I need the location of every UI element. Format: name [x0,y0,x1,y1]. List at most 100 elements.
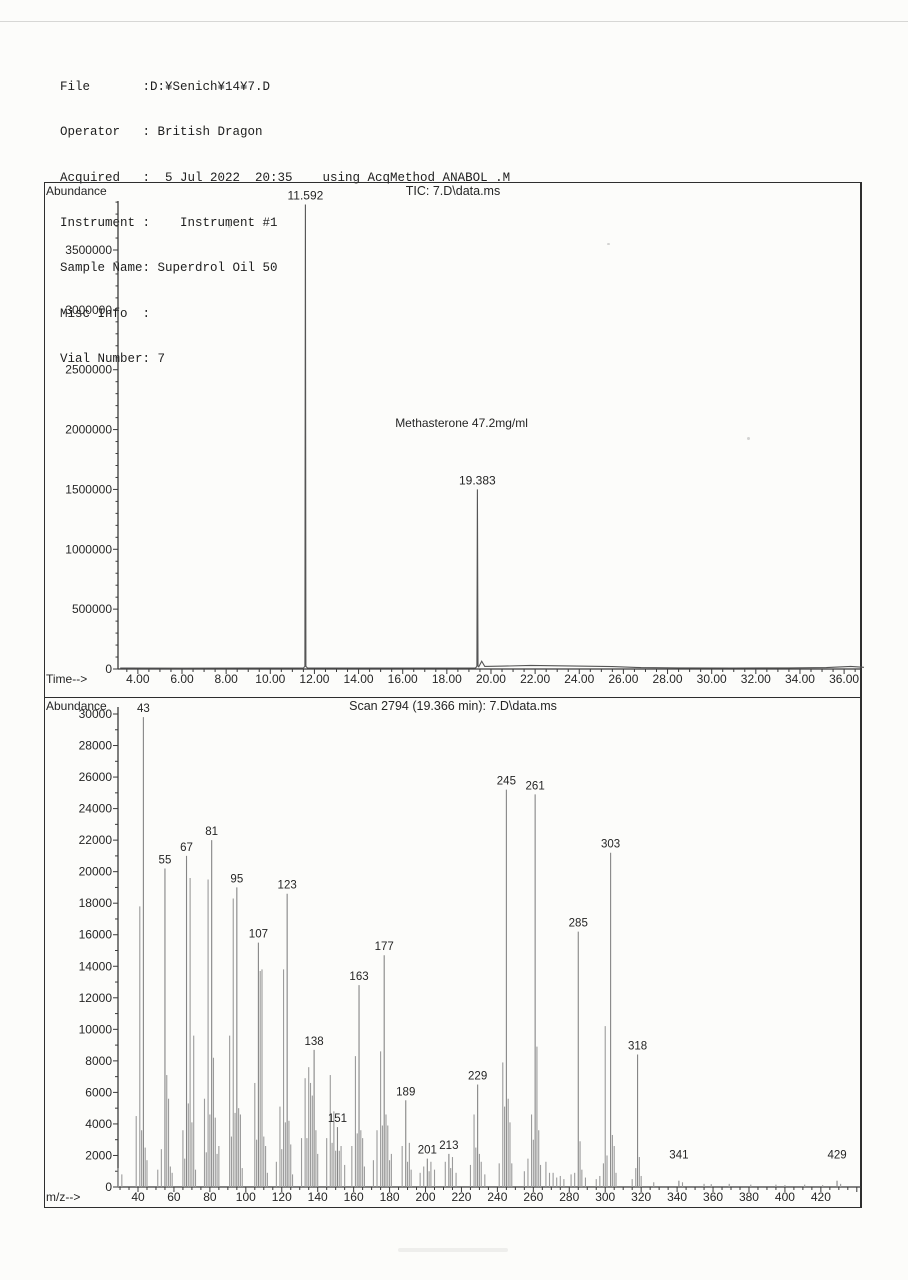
header-line-sample-name: Sample Name: Superdrol Oil 50 [60,261,278,276]
mz-label: 43 [137,703,150,715]
mass-spectrum-chart: 0 2000 4000 6000 8000 10000 12000 14000 16000 180… [44,697,862,1208]
header-line-file: File :D:¥Senich¥14¥7.D [60,80,271,95]
scan-artifact [228,225,231,228]
x-tick-label: 300 [595,1190,615,1204]
x-tick-label: 400 [775,1190,795,1204]
mz-label: 318 [628,1041,647,1053]
scan-artifact [0,21,908,22]
scan-artifact [398,1248,508,1252]
header-line-vial-number: Vial Number: 7 [60,351,166,366]
x-tick-label: 380 [739,1190,759,1204]
mz-label: 303 [601,839,620,851]
y-tick-label: 0 [105,1180,112,1194]
y-tick-label: 0 [105,662,112,676]
x-tick-label: 280 [559,1190,579,1204]
mz-label: 189 [396,1086,415,1098]
y-tick-label: 4000 [85,1117,112,1131]
x-tick-label: 60 [167,1190,181,1204]
y-tick-label: 500000 [72,602,112,616]
mz-label: 341 [669,1149,688,1161]
y-tick-label: 3500000 [65,243,112,257]
mz-label: 261 [526,780,545,792]
retention-time-label: 11.592 [288,189,324,203]
y-tick-label: 6000 [85,1085,112,1099]
mz-label: 201 [418,1145,437,1157]
x-tick-label: 240 [487,1190,507,1204]
mz-label: 151 [328,1113,347,1125]
x-tick-label: 340 [667,1190,687,1204]
x-tick-label: 4.00 [126,672,150,686]
ms-title: Scan 2794 (19.366 min): 7.D\data.ms [349,699,557,713]
x-tick-label: 220 [451,1190,471,1204]
y-tick-label: 24000 [79,802,113,816]
mz-label: 213 [439,1140,458,1152]
x-tick-label: 360 [703,1190,723,1204]
mz-label: 163 [349,971,368,983]
x-tick-label: 18.00 [432,672,462,686]
ms-plot-area: 0 2000 4000 6000 8000 10000 12000 14000 16000 180… [79,703,861,1204]
retention-time-label: 19.383 [459,473,496,487]
y-tick-label: 18000 [79,896,113,910]
mz-label: 95 [230,873,243,885]
x-tick-label: 34.00 [785,672,815,686]
x-tick-label: 30.00 [697,672,727,686]
mz-label: 123 [278,880,297,892]
y-tick-label: 2000000 [65,423,112,437]
x-tick-label: 8.00 [214,672,238,686]
y-tick-label: 14000 [79,959,113,973]
y-tick-label: 1500000 [65,482,112,496]
y-tick-label: 10000 [79,1022,113,1036]
mz-label: 245 [497,776,516,788]
x-tick-label: 10.00 [255,672,285,686]
header-line-operator: Operator : British Dragon [60,125,263,140]
x-tick-label: 200 [416,1190,436,1204]
x-tick-label: 24.00 [564,672,594,686]
mz-label: 107 [249,929,268,941]
mz-label: 81 [205,826,218,838]
y-tick-label: 16000 [79,928,113,942]
mz-label: 285 [569,918,588,930]
x-tick-label: 320 [631,1190,651,1204]
compound-annotation: Methasterone 47.2mg/ml [395,416,528,430]
y-tick-label: 3000000 [65,303,112,317]
tic-title: TIC: 7.D\data.ms [405,184,501,198]
ms-xlabel: m/z--> [46,1190,81,1204]
x-tick-label: 12.00 [299,672,329,686]
mz-label: 67 [180,842,193,854]
x-tick-label: 36.00 [829,672,859,686]
y-tick-label: 12000 [79,991,113,1005]
x-tick-label: 22.00 [520,672,550,686]
x-tick-label: 26.00 [608,672,638,686]
scan-artifact [747,437,750,440]
x-tick-label: 80 [203,1190,217,1204]
scan-artifact [607,243,610,245]
mz-label: 177 [375,941,394,953]
y-tick-label: 26000 [79,770,113,784]
mz-label: 229 [468,1071,487,1083]
tic-ylabel: Abundance [46,184,107,198]
ms-ylabel: Abundance [46,699,107,713]
x-tick-label: 6.00 [170,672,194,686]
x-tick-label: 14.00 [344,672,374,686]
header-line-misc-info: Misc Info : [60,306,151,321]
y-tick-label: 8000 [85,1054,112,1068]
x-tick-label: 32.00 [741,672,771,686]
mz-label: 55 [159,855,172,867]
tic-trace [120,204,865,669]
tic-xlabel: Time--> [46,672,88,686]
x-tick-label: 16.00 [388,672,418,686]
x-tick-label: 28.00 [653,672,683,686]
x-tick-label: 160 [344,1190,364,1204]
file-info-header: File :D:¥Senich¥14¥7.D Operator : Britis… [60,50,510,397]
tic-plot-area: 0 500000 1000000 1500000 2000000 2500000 30000… [65,189,865,686]
y-tick-label: 22000 [79,833,113,847]
header-line-acquired: Acquired : 5 Jul 2022 20:35 using AcqMet… [60,170,511,185]
tic-chromatogram-chart: 0 500000 1000000 1500000 2000000 2500000 30000… [44,182,865,698]
x-tick-label: 20.00 [476,672,506,686]
y-tick-label: 1000000 [65,542,112,556]
y-tick-label: 2500000 [65,363,112,377]
mz-label: 138 [305,1036,324,1048]
x-tick-label: 140 [308,1190,328,1204]
x-tick-label: 420 [811,1190,831,1204]
